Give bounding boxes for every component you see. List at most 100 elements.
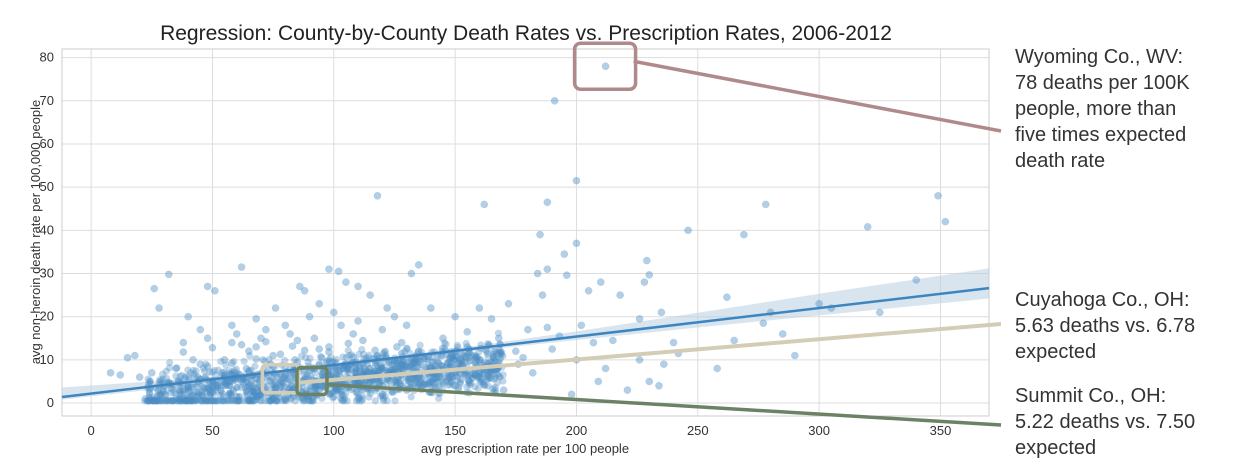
scatter-point: [216, 391, 224, 400]
scatter-point: [261, 325, 270, 334]
scatter-point: [241, 397, 249, 405]
scatter-point: [398, 363, 406, 371]
scatter-point: [179, 390, 187, 399]
scatter-point: [187, 369, 195, 377]
scatter-point: [345, 368, 353, 377]
scatter-point: [223, 379, 231, 387]
scatter-point: [684, 226, 692, 235]
scatter-point: [249, 382, 257, 391]
scatter-point: [596, 278, 605, 287]
scatter-point: [473, 354, 481, 362]
scatter-point: [584, 286, 593, 295]
scatter-point: [354, 390, 362, 398]
scatter-point: [245, 381, 253, 390]
scatter-point: [246, 396, 254, 404]
scatter-point: [261, 337, 270, 346]
scatter-point: [486, 367, 494, 375]
scatter-point: [200, 383, 208, 392]
scatter-point: [214, 366, 222, 374]
scatter-point: [244, 378, 252, 387]
scatter-point: [313, 383, 321, 391]
scatter-point: [477, 368, 485, 377]
scatter-point: [377, 362, 385, 370]
scatter-point: [183, 397, 191, 405]
scatter-point: [234, 393, 243, 401]
scatter-point: [407, 379, 416, 388]
x-tick-label: 200: [566, 423, 588, 438]
scatter-point: [388, 365, 396, 374]
scatter-point: [359, 336, 367, 345]
scatter-point: [165, 364, 174, 372]
scatter-point: [389, 366, 397, 375]
scatter-point: [264, 397, 272, 405]
scatter-point: [156, 391, 165, 399]
scatter-point: [203, 397, 212, 405]
scatter-point: [210, 367, 219, 375]
scatter-point: [457, 370, 465, 378]
scatter-point: [178, 397, 186, 405]
callout-line: Summit Co., OH:: [1015, 385, 1167, 407]
scatter-point: [344, 365, 352, 373]
scatter-point: [181, 393, 189, 402]
scatter-point: [211, 397, 220, 405]
scatter-point: [251, 362, 259, 370]
scatter-point: [227, 397, 235, 405]
scatter-point: [150, 397, 158, 405]
scatter-point: [201, 397, 210, 405]
scatter-point: [189, 391, 197, 400]
scatter-point: [344, 365, 352, 374]
scatter-point: [402, 361, 410, 369]
scatter-point: [429, 374, 437, 382]
scatter-point: [497, 351, 505, 359]
scatter-point: [141, 394, 149, 403]
scatter-point: [240, 357, 248, 365]
scatter-point: [415, 364, 424, 372]
scatter-point: [347, 386, 355, 394]
scatter-point: [560, 250, 569, 258]
scatter-point: [393, 362, 401, 371]
scatter-point: [381, 347, 389, 355]
y-tick-label: 40: [40, 222, 54, 237]
scatter-point: [237, 384, 245, 392]
scatter-point: [252, 343, 260, 351]
scatter-point: [358, 395, 367, 403]
scatter-point: [479, 378, 487, 386]
scatter-point: [388, 388, 396, 396]
scatter-point: [492, 355, 500, 363]
scatter-point: [352, 367, 360, 375]
scatter-point: [271, 382, 279, 390]
scatter-point: [199, 364, 208, 372]
scatter-point: [157, 391, 165, 399]
scatter-point: [453, 359, 461, 368]
scatter-point: [328, 358, 337, 366]
scatter-point: [371, 367, 379, 375]
scatter-point: [225, 389, 233, 398]
scatter-point: [276, 350, 285, 359]
scatter-point: [173, 397, 181, 405]
scatter-point: [778, 330, 787, 338]
scatter-point: [213, 381, 222, 389]
scatter-point: [492, 366, 501, 374]
scatter-point: [243, 375, 251, 383]
scatter-point: [186, 397, 194, 405]
scatter-point: [323, 357, 331, 366]
scatter-point: [383, 379, 391, 387]
scatter-point: [300, 370, 308, 379]
scatter-point: [490, 356, 498, 365]
scatter-point: [497, 348, 505, 356]
scatter-point: [212, 371, 220, 379]
scatter-point: [270, 381, 278, 389]
scatter-point: [420, 381, 428, 390]
scatter-point: [352, 366, 360, 374]
scatter-point: [183, 397, 191, 405]
scatter-point: [306, 354, 314, 362]
scatter-point: [395, 363, 404, 371]
scatter-point: [410, 359, 418, 367]
scatter-point: [485, 373, 493, 382]
scatter-point: [466, 357, 474, 365]
scatter-point: [274, 373, 282, 381]
scatter-point: [460, 352, 468, 360]
scatter-point: [657, 308, 666, 317]
scatter-point: [157, 377, 165, 385]
scatter-point: [447, 371, 455, 379]
